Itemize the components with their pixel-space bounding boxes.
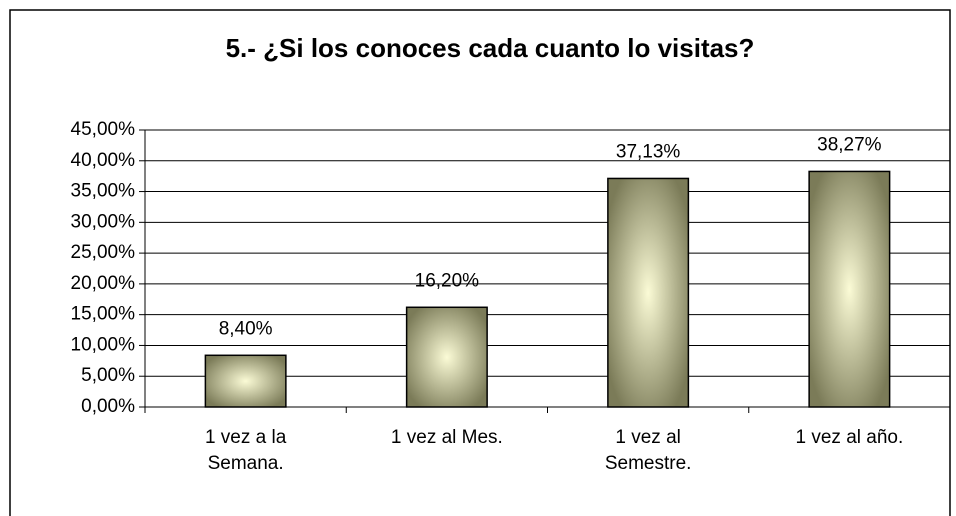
y-tick-label: 45,00% — [71, 119, 136, 140]
y-tick-label: 10,00% — [71, 334, 136, 355]
y-tick-label: 40,00% — [71, 150, 136, 171]
chart-frame — [9, 9, 951, 516]
x-tick-label-box: 1 vez al Semestre. — [604, 427, 692, 474]
y-tick-label: 15,00% — [71, 304, 136, 325]
x-tick-label: 1 vez al Semestre. — [604, 427, 692, 474]
bar — [607, 177, 690, 408]
x-tick-label: 1 vez a la Semana. — [204, 427, 287, 474]
y-tick-label: 0,00% — [81, 396, 135, 417]
chart-title: 5.- ¿Si los conoces cada cuanto lo visit… — [226, 33, 755, 63]
bar — [204, 354, 287, 408]
x-tick-label: 1 vez al año. — [795, 427, 904, 448]
x-tick-label-box: 1 vez al Mes. — [390, 427, 503, 448]
y-tick-label: 5,00% — [81, 365, 135, 386]
y-tick-label: 25,00% — [71, 242, 136, 263]
y-tick-label: 20,00% — [71, 273, 136, 294]
bar — [808, 170, 891, 408]
data-label: 8,40% — [219, 318, 273, 339]
data-label: 16,20% — [415, 270, 480, 291]
x-tick-label-box: 1 vez al año. — [795, 427, 904, 448]
data-label: 37,13% — [616, 141, 681, 162]
bar — [405, 306, 488, 408]
x-tick-label-box: 1 vez a la Semana. — [204, 427, 287, 474]
y-tick-label: 30,00% — [71, 211, 136, 232]
y-tick-label: 35,00% — [71, 181, 136, 202]
data-label: 38,27% — [817, 134, 882, 155]
x-tick-label: 1 vez al Mes. — [390, 427, 503, 448]
